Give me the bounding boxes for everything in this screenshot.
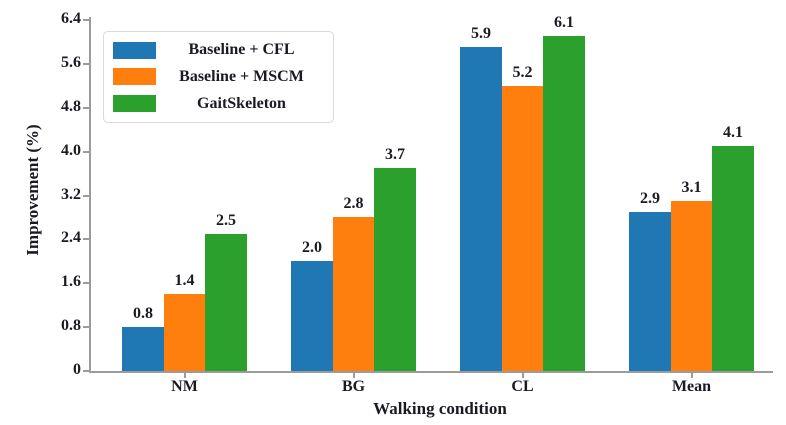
legend-label: GaitSkeleton [197, 94, 286, 112]
bar-value-label: 0.8 [133, 305, 153, 323]
bar-value-label: 2.0 [302, 239, 322, 257]
bar-value-label: 1.4 [174, 272, 195, 290]
bar-value-label: 4.1 [723, 124, 743, 142]
y-tick-mark [83, 326, 89, 329]
x-axis-line [89, 371, 773, 373]
bar-value-label: 2.9 [640, 189, 660, 207]
bar [163, 294, 206, 371]
bar-value-label: 6.1 [554, 14, 574, 32]
x-tick-mark [183, 373, 186, 378]
x-category-label: Mean [671, 378, 712, 395]
bar [543, 36, 585, 371]
y-tick-label: 4.8 [61, 97, 81, 115]
legend-swatch-icon [113, 68, 156, 86]
y-tick-mark [83, 150, 89, 153]
y-tick-label: 6.4 [61, 10, 81, 27]
bar [629, 211, 671, 371]
x-tick-mark [521, 373, 524, 378]
bar-value-label: 5.9 [471, 25, 491, 43]
x-category-label: BG [341, 378, 366, 395]
y-tick-mark [83, 62, 89, 65]
bar [374, 168, 416, 371]
bar-value-label: 2.5 [216, 211, 236, 229]
x-tick-mark [352, 373, 355, 378]
bar [501, 85, 544, 371]
x-category-label: NM [171, 378, 198, 395]
y-tick-label: 5.6 [61, 53, 81, 71]
bar-value-label: 3.1 [681, 178, 702, 196]
y-axis-line [89, 17, 91, 373]
y-tick-label: 0 [73, 361, 81, 378]
bar [122, 327, 164, 371]
legend-swatch-icon [113, 95, 156, 113]
y-tick-mark [83, 238, 89, 241]
bar [460, 47, 502, 371]
bar-value-label: 2.8 [343, 195, 364, 213]
y-tick-mark [83, 19, 89, 21]
y-tick-mark [83, 370, 89, 372]
bar [670, 200, 713, 371]
x-tick-mark [690, 373, 693, 378]
y-tick-label: 2.4 [61, 229, 81, 247]
legend-row: Baseline + CFL [104, 41, 333, 59]
y-tick-mark [83, 106, 89, 109]
y-tick-label: 0.8 [61, 317, 81, 335]
legend-label: Baseline + MSCM [179, 67, 304, 85]
bar-value-label: 3.7 [385, 146, 405, 164]
y-tick-label: 4.0 [61, 141, 81, 159]
legend: Baseline + CFL Baseline + MSCM GaitSkeleto… [103, 31, 334, 123]
legend-row: Baseline + MSCM [104, 68, 333, 86]
bar [291, 261, 333, 371]
y-tick-mark [83, 282, 89, 285]
bar [205, 233, 247, 371]
bar [332, 217, 375, 371]
bar [712, 146, 754, 371]
legend-swatch-icon [113, 41, 156, 59]
y-tick-mark [83, 194, 89, 197]
x-category-label: CL [511, 378, 534, 395]
y-tick-label: 1.6 [61, 273, 81, 291]
y-tick-label: 3.2 [61, 185, 81, 203]
bar-value-label: 5.2 [512, 63, 533, 81]
legend-row: GaitSkeleton [104, 95, 333, 113]
legend-label: Baseline + CFL [188, 41, 295, 59]
x-axis-title: Walking condition [373, 399, 507, 418]
